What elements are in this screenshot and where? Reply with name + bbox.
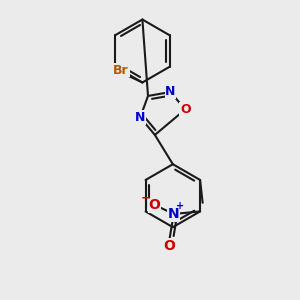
Text: N: N bbox=[168, 207, 179, 221]
Text: N: N bbox=[135, 111, 146, 124]
Text: O: O bbox=[148, 198, 160, 212]
Text: Br: Br bbox=[113, 64, 129, 77]
Text: +: + bbox=[176, 201, 184, 211]
Text: O: O bbox=[180, 103, 190, 116]
Text: N: N bbox=[165, 85, 176, 98]
Text: O: O bbox=[164, 239, 176, 253]
Text: −: − bbox=[141, 191, 152, 204]
